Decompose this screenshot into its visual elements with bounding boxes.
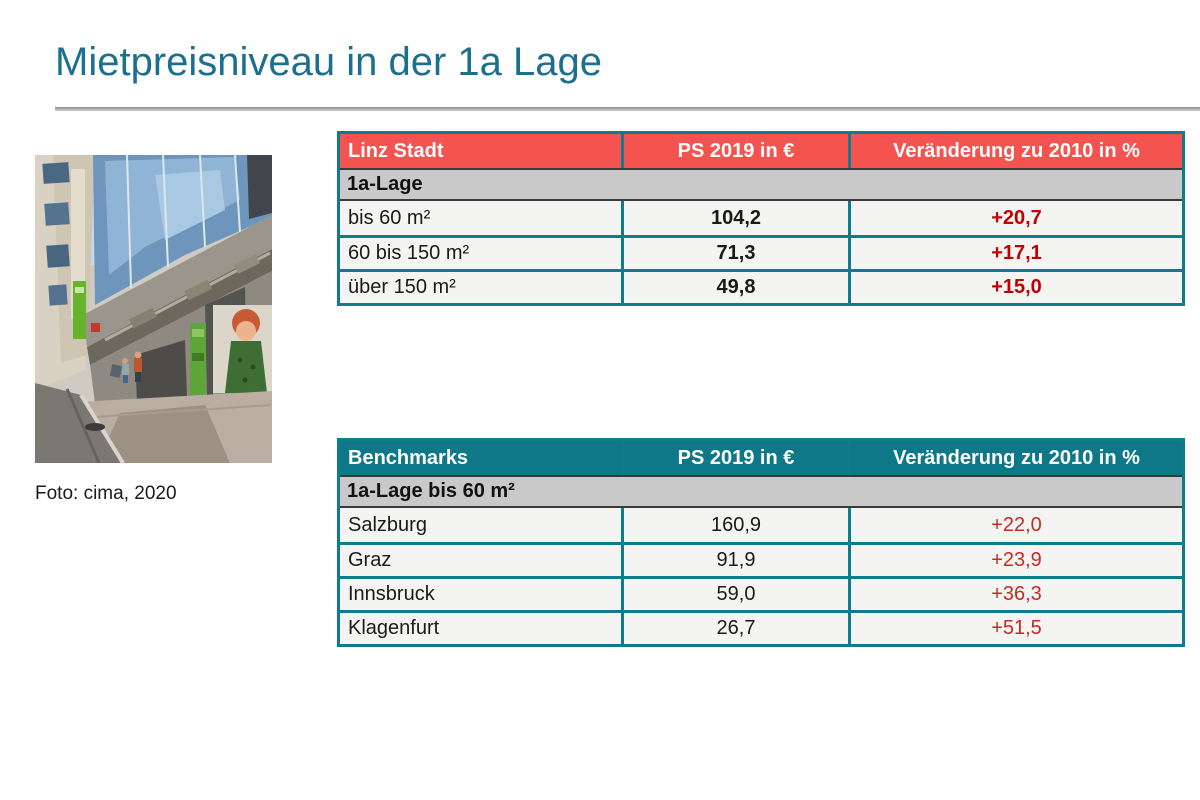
photo-caption: Foto: cima, 2020 [35,483,177,504]
row-change-value: +17,1 [991,242,1042,264]
table-row: Graz 91,9 +23,9 [340,542,1182,576]
header-cell-ps-2019: PS 2019 in € [624,441,851,475]
row-ps-value: 71,3 [624,238,851,269]
row-change-value: +22,0 [991,513,1042,536]
row-label: Graz [340,545,624,576]
building-photo [35,155,272,463]
linz-stadt-table: Linz Stadt PS 2019 in € Veränderung zu 2… [337,131,1185,306]
header-cell-ps-2019: PS 2019 in € [624,134,851,168]
page-title: Mietpreisniveau in der 1a Lage [55,40,603,84]
row-ps-value: 91,9 [624,545,851,576]
row-change-value: +36,3 [991,583,1042,605]
table-row: Innsbruck 59,0 +36,3 [340,576,1182,610]
row-label: über 150 m² [340,272,624,303]
linz-table-header-row: Linz Stadt PS 2019 in € Veränderung zu 2… [340,134,1182,168]
header-cell-linz-stadt: Linz Stadt [340,134,624,168]
row-ps-value: 160,9 [624,508,851,542]
row-label: bis 60 m² [340,201,624,235]
row-label: Klagenfurt [340,613,624,644]
row-label: 60 bis 150 m² [340,238,624,269]
table-row: über 150 m² 49,8 +15,0 [340,269,1182,303]
row-change-value: +20,7 [991,206,1042,229]
table-row: Klagenfurt 26,7 +51,5 [340,610,1182,644]
row-ps-value: 26,7 [624,613,851,644]
row-ps-value: 49,8 [624,272,851,303]
header-cell-veraenderung: Veränderung zu 2010 in % [893,139,1140,162]
row-change-value: +15,0 [991,276,1042,298]
row-change-value: +23,9 [991,549,1042,571]
benchmarks-table: Benchmarks PS 2019 in € Veränderung zu 2… [337,438,1185,647]
header-cell-benchmarks: Benchmarks [340,441,624,475]
benchmarks-table-header-row: Benchmarks PS 2019 in € Veränderung zu 2… [340,441,1182,475]
table-row: 60 bis 150 m² 71,3 +17,1 [340,235,1182,269]
title-divider [55,107,1200,111]
row-ps-value: 59,0 [624,579,851,610]
section-band-1a-lage: 1a-Lage [340,168,1182,201]
row-change-value: +51,5 [991,617,1042,639]
table-row: bis 60 m² 104,2 +20,7 [340,201,1182,235]
section-band-1a-lage-bis-60: 1a-Lage bis 60 m² [340,475,1182,508]
row-label: Innsbruck [340,579,624,610]
row-label: Salzburg [340,508,624,542]
header-cell-veraenderung: Veränderung zu 2010 in % [893,446,1140,469]
table-row: Salzburg 160,9 +22,0 [340,508,1182,542]
row-ps-value: 104,2 [624,201,851,235]
building-photo-image [35,155,272,463]
